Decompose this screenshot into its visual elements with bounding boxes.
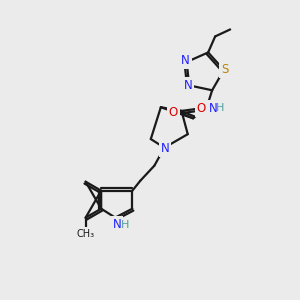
Text: N: N (209, 102, 218, 115)
Text: O: O (197, 102, 206, 116)
Text: N: N (161, 142, 170, 155)
Text: CH₃: CH₃ (76, 229, 95, 239)
Text: N: N (181, 55, 190, 68)
Text: H: H (216, 103, 224, 113)
Text: N: N (113, 218, 122, 231)
Text: H: H (121, 220, 129, 230)
Text: O: O (169, 106, 178, 119)
Text: N: N (184, 79, 193, 92)
Text: S: S (221, 63, 229, 76)
